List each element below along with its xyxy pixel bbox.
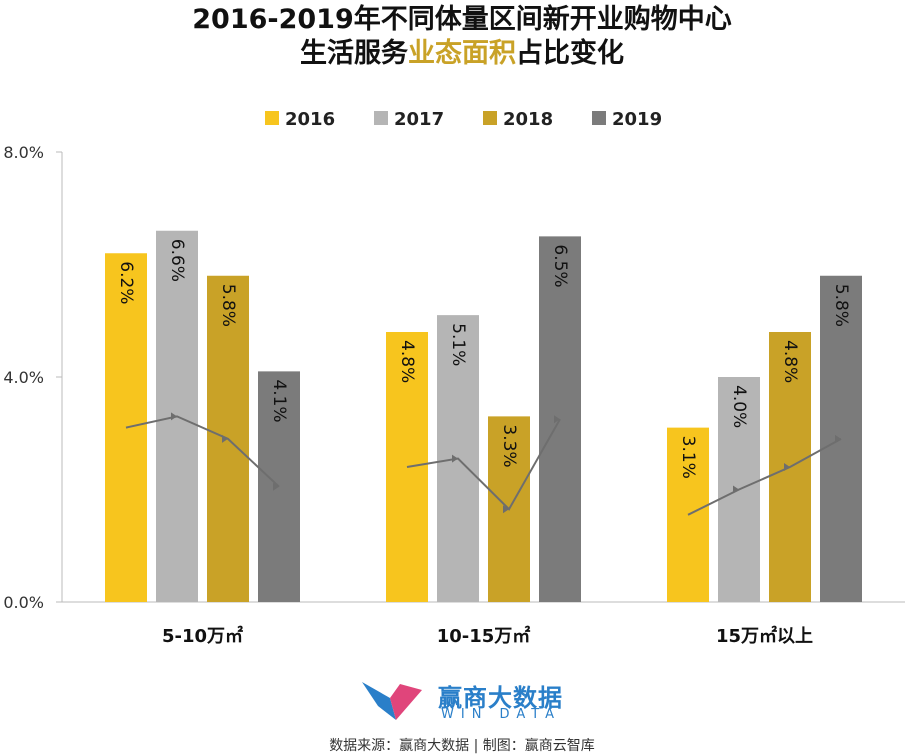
trend-arrow xyxy=(171,412,177,421)
bar-data-label: 4.8% xyxy=(780,340,800,383)
legend-label-2018: 2018 xyxy=(503,109,553,130)
trend-line xyxy=(687,437,842,516)
x-category-label: 15万㎡以上 xyxy=(716,625,813,647)
bar-data-label: 5.8% xyxy=(218,284,238,327)
bar-data-label: 4.8% xyxy=(397,340,417,383)
x-category-label: 10-15万㎡ xyxy=(437,625,531,647)
bar-data-label: 5.8% xyxy=(831,284,851,327)
bar-data-label: 5.1% xyxy=(448,323,468,366)
legend-label-2019: 2019 xyxy=(612,109,662,130)
trend-line xyxy=(125,415,280,488)
source-note: 数据来源：赢商大数据 | 制图：赢商云智库 xyxy=(329,738,595,754)
brand-sub: WIN DATA xyxy=(441,707,562,722)
y-tick-label: 4.0% xyxy=(3,368,44,387)
bar-data-label: 3.3% xyxy=(499,424,519,467)
trend-arrow xyxy=(733,485,739,494)
trend-arrow xyxy=(452,454,458,463)
x-category-label: 5-10万㎡ xyxy=(162,625,243,647)
chart-title-line1: 2016-2019年不同体量区间新开业购物中心 xyxy=(192,4,732,35)
bar-data-label: 6.5% xyxy=(550,244,570,287)
brand-name: 赢商大数据 xyxy=(438,684,563,712)
trend-line xyxy=(406,418,561,511)
bar-data-label: 6.6% xyxy=(167,239,187,282)
trend-arrow xyxy=(222,434,228,443)
trend-arrow xyxy=(784,463,790,471)
legend-label-2016: 2016 xyxy=(285,109,335,130)
legend-swatch-2019 xyxy=(592,111,606,125)
legend-label-2017: 2017 xyxy=(394,109,444,130)
trend-arrow xyxy=(835,434,841,443)
chart-title-line2: 生活服务业态面积占比变化 xyxy=(0,36,924,72)
bar-data-label: 4.0% xyxy=(729,385,749,428)
bar-data-label: 6.2% xyxy=(116,261,136,304)
title-suffix: 占比变化 xyxy=(516,38,624,69)
trend-arrow xyxy=(503,505,509,514)
legend-swatch-2016 xyxy=(265,111,279,125)
title-highlight: 业态面积 xyxy=(408,38,516,69)
bar-chart: 2016 2017 2018 2019 0.0% 4.0% 8.0% 6.2% 6.6% 5.8%… xyxy=(3,109,905,647)
windata-logo-icon xyxy=(362,682,422,720)
bar-data-label: 3.1% xyxy=(678,436,698,479)
trend-arrow xyxy=(273,482,279,491)
legend-swatch-2017 xyxy=(374,111,388,125)
y-tick-label: 0.0% xyxy=(3,593,44,612)
y-tick-label: 8.0% xyxy=(3,143,44,162)
trend-arrow xyxy=(554,415,560,424)
bar-data-label: 4.1% xyxy=(269,379,289,422)
title-prefix: 生活服务 xyxy=(300,38,408,69)
legend-swatch-2018 xyxy=(483,111,497,125)
